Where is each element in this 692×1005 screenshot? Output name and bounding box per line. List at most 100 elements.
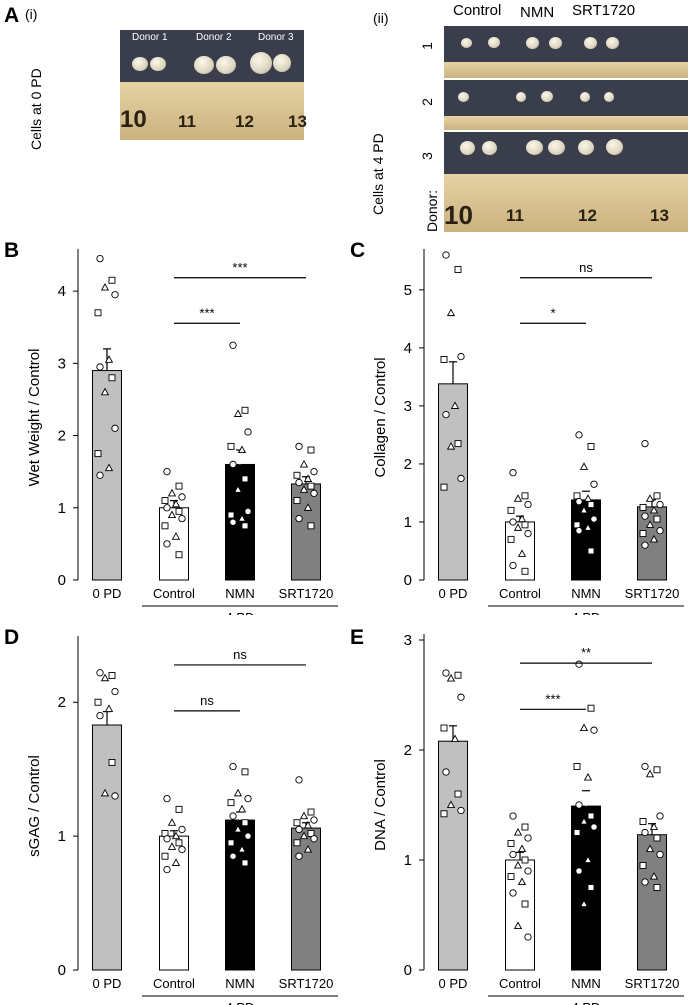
chart-d-point-0-pd [108,672,116,679]
chart-c-point-srt1720 [653,515,661,523]
pellet [526,140,543,155]
chart-d-point-srt1720 [295,776,303,784]
pellet [461,38,472,48]
pellet [482,141,497,155]
chart-e-point-srt1720 [639,818,647,825]
chart-d-point-nmn [241,859,249,867]
chart-d-bar-0-pd [92,724,122,971]
chart-c-y-tick-label: 4 [404,340,412,357]
chart-c-point-nmn [573,521,581,529]
chart-b-point-nmn [227,442,235,450]
chart-d-point-nmn [244,832,252,840]
chart-d-point-control [178,825,186,834]
chart-d-point-control [163,865,171,874]
chart-b-point-nmn [237,445,247,454]
pellet [541,91,553,102]
chart-e-point-srt1720 [645,769,655,778]
chart-b-point-control [178,493,186,501]
chart-c-point-control [521,521,529,529]
chart-b-point-srt1720 [295,514,303,523]
chart-b-point-srt1720 [293,471,301,479]
chart-d-point-0-pd [108,759,116,766]
chart-c-point-control [517,549,527,557]
chart-b-x-tick-label-srt1720: SRT1720 [279,586,334,601]
chart-d-point-control [171,858,181,866]
chart-e-point-control [524,933,532,941]
chart-d-point-control [163,835,171,843]
chart-e-significance-label: *** [545,691,560,706]
chart-e-panel-letter: E [350,626,364,649]
chart-c-point-nmn [590,515,598,523]
chart-b-point-nmn [229,518,237,526]
panel-a-sublabel-ii: (ii) [373,10,389,26]
chart-e-point-srt1720 [649,871,659,880]
chart-b-point-srt1720 [307,522,315,530]
chart-e-point-srt1720 [641,762,649,771]
chart-c-y-tick-label: 2 [404,456,412,473]
chart-c-point-srt1720 [645,520,655,528]
pellet [549,37,562,49]
chart-b-point-control [175,507,183,515]
chart-d-point-nmn [241,768,249,776]
ruler-number: 13 [288,112,307,131]
chart-d-point-0-pd [100,673,110,682]
ruler-number: 11 [506,206,524,225]
ruler-number: 11 [178,112,196,131]
chart-e-point-control [521,900,529,908]
chart-d-point-0-pd [94,698,102,706]
chart-e-point-srt1720 [641,878,649,886]
donor-label-2: Donor 2 [196,32,232,43]
chart-e-point-nmn [587,704,595,712]
chart-d-point-0-pd [96,711,104,720]
chart-e-y-tick-label: 1 [404,852,412,869]
chart-d-point-control [163,794,171,803]
chart-b-point-nmn [227,511,235,519]
chart-c-y-tick-label: 1 [404,514,412,531]
chart-e: E 0 1 2 3 DNA / Control 0 PD Control NMN SRT1720 4… [350,626,684,1005]
chart-e-point-control [517,877,527,886]
chart-d-point-nmn [244,794,252,803]
chart-b-point-control [175,482,183,490]
chart-e-point-control [521,856,529,864]
chart-b-point-srt1720 [310,468,318,476]
chart-e-point-0-pd [446,673,456,682]
chart-d-x-tick-label-nmn: NMN [225,976,255,991]
side-label-4pd: Cells at 4 PD [370,133,386,215]
chart-b-point-srt1720 [299,485,309,493]
chart-b-y-tick-label: 3 [58,355,66,372]
chart-c-point-control [524,500,532,509]
chart-e-point-nmn [579,816,589,825]
group-label-nmn: NMN [520,4,555,21]
pellet [578,140,594,155]
chart-b-point-srt1720 [295,478,303,487]
chart-e-point-nmn [590,726,598,734]
chart-b-point-0-pd [104,463,114,472]
chart-c-point-control [509,518,517,526]
chart-c-point-srt1720 [639,530,647,538]
chart-d-point-0-pd [96,669,104,677]
photo-row-1 [444,26,688,62]
chart-e-y-tick-label: 3 [404,632,412,649]
chart-e-point-0-pd [457,693,465,701]
chart-c-point-nmn [579,462,589,470]
chart-c-group-label: 4 PD [572,610,601,615]
pellet [548,140,565,155]
chart-c-y-label: Collagen / Control [372,357,389,477]
chart-e-point-control [509,850,517,859]
photo-0pd-background: Donor 1 Donor 2 Donor 3 [120,30,304,82]
chart-e-point-nmn [575,867,583,875]
chart-c-point-0-pd [450,401,460,409]
chart-b-point-control [163,468,171,476]
chart-b-point-0-pd [108,374,116,382]
chart-c-point-nmn [573,492,581,500]
chart-c-x-tick-label-0-pd: 0 PD [439,586,468,601]
chart-d-point-0-pd [100,788,110,797]
chart-c-point-0-pd [457,474,465,483]
chart-e-x-tick-label-control: Control [499,976,541,991]
chart-c-point-srt1720 [641,439,649,448]
chart-c-point-srt1720 [656,527,664,535]
chart-c-point-control [509,468,517,477]
chart-e-point-nmn [575,660,583,668]
ruler-number: 13 [650,206,669,225]
chart-d-point-srt1720 [295,825,303,834]
